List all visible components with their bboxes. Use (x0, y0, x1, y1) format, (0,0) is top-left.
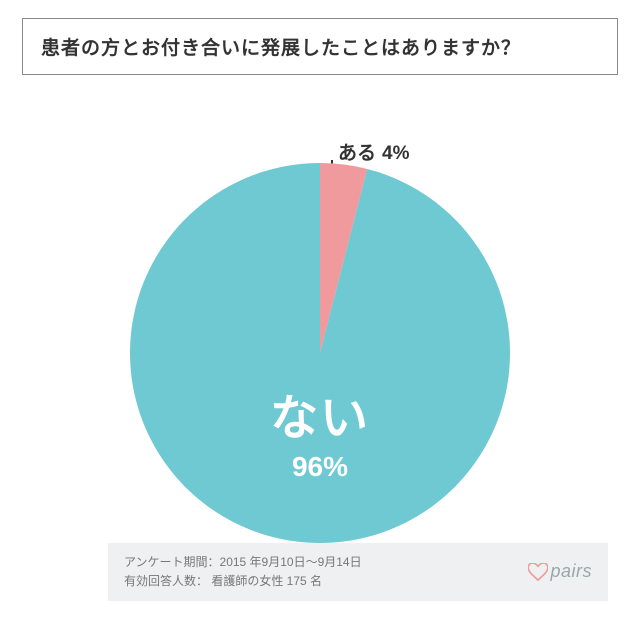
slice-yes-percent: 4% (382, 143, 409, 164)
footer-line2: 有効回答人数： 看護師の女性 175 名 (124, 572, 362, 591)
heart-icon (528, 563, 548, 581)
pairs-word: pairs (550, 557, 592, 586)
slice-no-labelgroup: ない 96% (270, 393, 370, 483)
footer: アンケート期間：2015 年9月10日〜9月14日 有効回答人数： 看護師の女性… (108, 543, 608, 601)
pairs-logo: pairs (528, 557, 592, 586)
slice-no-label: ない (270, 393, 370, 446)
chart-area: ある4% ない 96% (0, 78, 640, 548)
chart-container: 患者の方とお付き合いに発展したことはありますか？ ある4% ない 96% アンケ… (0, 18, 640, 623)
slice-no-percent: 96% (270, 452, 370, 483)
pie-chart: ない 96% (130, 163, 510, 543)
pie-slice (130, 163, 510, 543)
pie-svg (130, 163, 510, 543)
footer-text: アンケート期間：2015 年9月10日〜9月14日 有効回答人数： 看護師の女性… (124, 553, 362, 591)
chart-title: 患者の方とお付き合いに発展したことはありますか？ (22, 18, 618, 75)
footer-line1: アンケート期間：2015 年9月10日〜9月14日 (124, 553, 362, 572)
